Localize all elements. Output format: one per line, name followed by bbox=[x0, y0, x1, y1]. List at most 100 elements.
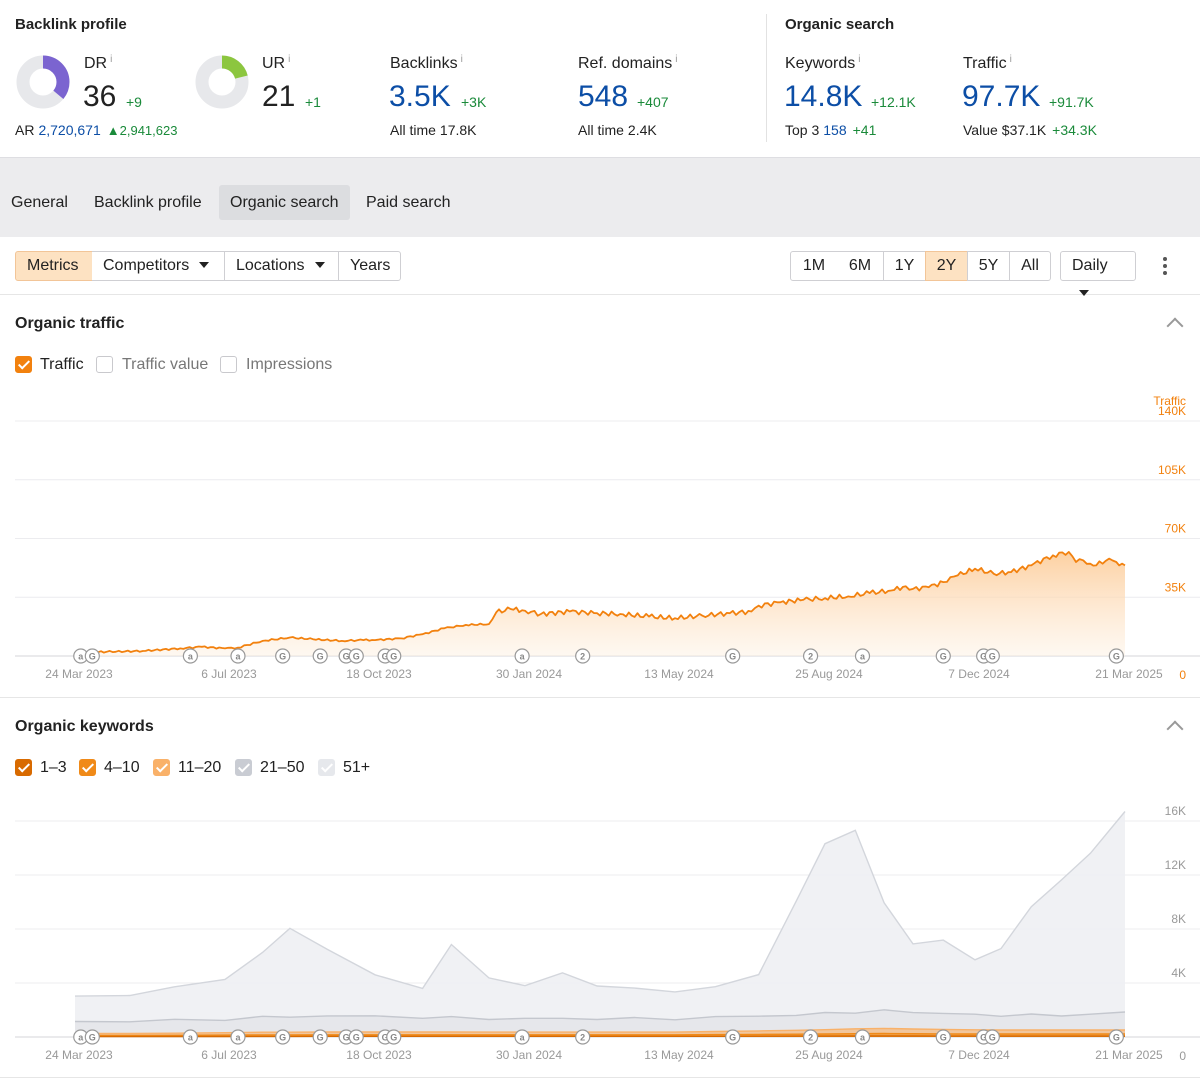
backlinks-info-icon[interactable]: i bbox=[460, 54, 463, 65]
collapse-traffic-chevron-icon[interactable] bbox=[1166, 317, 1184, 335]
ur-delta: +1 bbox=[305, 94, 321, 110]
event-marker-icon[interactable]: G bbox=[386, 648, 402, 664]
svg-text:a: a bbox=[188, 1033, 194, 1043]
x-tick-label: 13 May 2024 bbox=[644, 667, 714, 681]
y-tick-label: 8K bbox=[1171, 912, 1186, 926]
event-marker-icon[interactable]: a bbox=[230, 1029, 246, 1045]
ar-change: ▲2,941,623 bbox=[106, 123, 178, 138]
event-marker-icon[interactable]: 2 bbox=[802, 1029, 819, 1045]
tab-backlink-profile[interactable]: Backlink profile bbox=[94, 194, 202, 211]
range-all-button[interactable]: All bbox=[1009, 251, 1051, 281]
kw-checkbox-2[interactable] bbox=[79, 759, 96, 776]
traffic-value[interactable]: 97.7K bbox=[962, 80, 1041, 113]
impressions-legend-label[interactable]: Impressions bbox=[246, 356, 333, 373]
event-marker-icon[interactable]: 2 bbox=[575, 648, 591, 664]
keywords-label: Keywords i bbox=[785, 54, 861, 72]
ref-domains-delta: +407 bbox=[637, 94, 669, 110]
range-6m-button[interactable]: 6M bbox=[837, 251, 884, 281]
kw-checkbox-3[interactable] bbox=[153, 759, 170, 776]
event-marker-icon[interactable]: G bbox=[984, 648, 1000, 664]
event-marker-icon[interactable]: G bbox=[312, 648, 328, 664]
locations-dropdown[interactable]: Locations bbox=[224, 251, 339, 281]
event-marker-icon[interactable]: G bbox=[935, 1029, 951, 1045]
traffic-series-line[interactable] bbox=[74, 551, 1126, 654]
svg-text:a: a bbox=[235, 1033, 241, 1043]
kw-series-line-21–50[interactable] bbox=[74, 1009, 1126, 1023]
traffic-legend-label[interactable]: Traffic bbox=[40, 356, 84, 373]
kw-checkbox-4[interactable] bbox=[235, 759, 252, 776]
svg-text:G: G bbox=[343, 1033, 350, 1043]
event-marker-icon[interactable]: G bbox=[1108, 1029, 1124, 1045]
svg-text:G: G bbox=[989, 1033, 996, 1043]
kw-legend-label-5[interactable]: 51+ bbox=[343, 759, 371, 776]
x-tick-label: 13 May 2024 bbox=[644, 1048, 714, 1062]
stats-divider bbox=[766, 14, 767, 142]
ref-domains-label: Ref. domains i bbox=[578, 54, 678, 72]
traffic-value-legend-label[interactable]: Traffic value bbox=[122, 356, 209, 373]
event-marker-icon[interactable]: G bbox=[84, 1029, 100, 1045]
event-marker-icon[interactable]: G bbox=[312, 1029, 328, 1045]
range-1y-button[interactable]: 1Y bbox=[883, 251, 926, 281]
event-marker-icon[interactable]: 2 bbox=[802, 648, 819, 664]
svg-text:G: G bbox=[317, 1033, 324, 1043]
competitors-dropdown[interactable]: Competitors bbox=[92, 251, 225, 281]
tab-paid-search[interactable]: Paid search bbox=[366, 194, 451, 211]
event-marker-icon[interactable]: G bbox=[725, 1029, 741, 1045]
kw-legend-label-3[interactable]: 11–20 bbox=[178, 759, 222, 776]
event-marker-icon[interactable]: G bbox=[84, 648, 100, 664]
event-marker-icon[interactable]: a bbox=[182, 1029, 198, 1045]
kw-series-line-51+[interactable] bbox=[74, 811, 1126, 997]
chart-toolbar: Metrics Competitors Locations Years 1M 6… bbox=[0, 237, 1200, 296]
x-tick-label: 25 Aug 2024 bbox=[795, 1048, 863, 1062]
range-2y-button[interactable]: 2Y bbox=[925, 251, 968, 281]
event-marker-icon[interactable]: G bbox=[386, 1029, 402, 1045]
traffic-value-checkbox[interactable] bbox=[96, 356, 113, 373]
event-marker-icon[interactable]: G bbox=[725, 648, 741, 664]
event-marker-icon[interactable]: a bbox=[854, 648, 871, 664]
event-marker-icon[interactable]: a bbox=[514, 1029, 530, 1045]
granularity-dropdown[interactable]: Daily bbox=[1060, 251, 1136, 296]
kw-checkbox-5[interactable] bbox=[318, 759, 335, 776]
traffic-delta: +91.7K bbox=[1049, 94, 1094, 110]
years-button[interactable]: Years bbox=[338, 251, 401, 281]
keywords-value[interactable]: 14.8K bbox=[784, 80, 863, 113]
impressions-checkbox[interactable] bbox=[220, 356, 237, 373]
kw-legend-label-4[interactable]: 21–50 bbox=[260, 759, 305, 776]
kw-legend-label-2[interactable]: 4–10 bbox=[104, 759, 140, 776]
event-marker-icon[interactable]: a bbox=[514, 648, 530, 664]
event-marker-icon[interactable]: G bbox=[275, 648, 291, 664]
metrics-button[interactable]: Metrics bbox=[15, 251, 93, 281]
y-tick-label: 4K bbox=[1171, 966, 1186, 980]
tab-general[interactable]: General bbox=[11, 194, 68, 211]
more-options-icon[interactable] bbox=[1158, 256, 1172, 276]
ref-domains-value[interactable]: 548 bbox=[578, 80, 629, 113]
backlinks-value[interactable]: 3.5K bbox=[389, 80, 451, 113]
kw-legend-label-1[interactable]: 1–3 bbox=[40, 759, 67, 776]
y-axis-title: Traffic bbox=[1153, 394, 1186, 408]
event-marker-icon[interactable]: G bbox=[1108, 648, 1124, 664]
event-marker-icon[interactable]: G bbox=[935, 648, 951, 664]
tab-organic-search[interactable]: Organic search bbox=[219, 185, 350, 220]
keywords-info-icon[interactable]: i bbox=[858, 54, 861, 65]
ref-domains-info-icon[interactable]: i bbox=[675, 54, 678, 65]
ur-info-icon[interactable]: i bbox=[288, 54, 291, 65]
event-marker-icon[interactable]: a bbox=[854, 1029, 871, 1045]
backlinks-delta: +3K bbox=[461, 94, 487, 110]
organic-traffic-chart[interactable]: 140K 105K 70K 35K 0 Traffic 24 Mar 2023 6 Jul 2… bbox=[0, 380, 1200, 685]
backlinks-label: Backlinks i bbox=[390, 54, 463, 72]
event-marker-icon[interactable]: G bbox=[275, 1029, 291, 1045]
traffic-info-icon[interactable]: i bbox=[1009, 54, 1012, 65]
range-5y-button[interactable]: 5Y bbox=[967, 251, 1010, 281]
event-marker-icon[interactable]: a bbox=[230, 648, 246, 664]
kw-checkbox-1[interactable] bbox=[15, 759, 32, 776]
traffic-checkbox[interactable] bbox=[15, 356, 32, 373]
event-marker-icon[interactable]: G bbox=[348, 1029, 364, 1045]
event-marker-icon[interactable]: G bbox=[984, 1029, 1000, 1045]
organic-keywords-chart[interactable]: 16K 12K 8K 4K 0 24 Mar 2023 6 Jul 2023 18 Oct 2… bbox=[0, 790, 1200, 1075]
event-marker-icon[interactable]: G bbox=[348, 648, 364, 664]
event-marker-icon[interactable]: 2 bbox=[575, 1029, 591, 1045]
dr-info-icon[interactable]: i bbox=[110, 54, 113, 65]
range-1m-button[interactable]: 1M bbox=[790, 251, 838, 281]
event-marker-icon[interactable]: a bbox=[182, 648, 198, 664]
collapse-keywords-chevron-icon[interactable] bbox=[1166, 720, 1184, 738]
